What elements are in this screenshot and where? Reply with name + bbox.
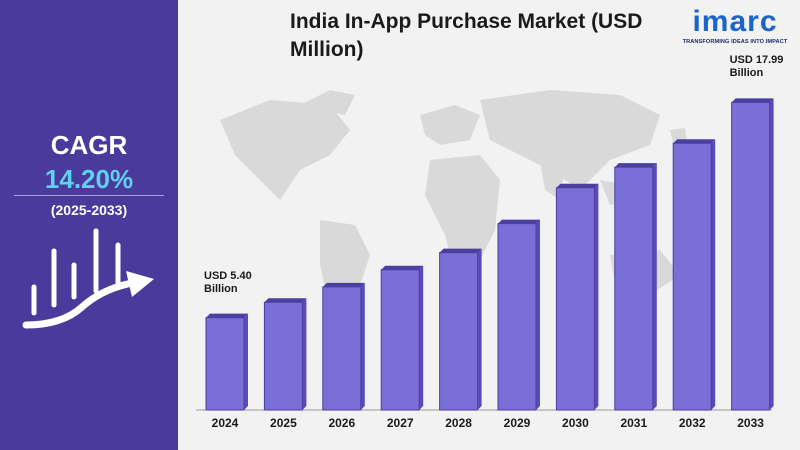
x-tick-label-2025: 2025 [270, 416, 297, 430]
bar-2032 [672, 142, 712, 411]
annotation-last-line2: Billion [729, 67, 764, 80]
bar-2024 [205, 317, 245, 411]
bar-side-2028 [477, 248, 482, 410]
bar-side-2032 [711, 139, 716, 411]
bar-2026 [322, 286, 362, 411]
bar-top-2033 [731, 98, 774, 103]
x-tick-label-2029: 2029 [504, 416, 531, 430]
bar-2028 [439, 252, 479, 411]
logo-tagline: TRANSFORMING IDEAS INTO IMPACT [682, 39, 788, 45]
x-tick-label-2030: 2030 [562, 416, 589, 430]
annotation-last-line1: USD 17.99 [729, 54, 784, 67]
bar-trend-arrow-icon [22, 228, 154, 329]
bar-2029 [497, 223, 537, 411]
bar-top-2030 [556, 183, 599, 188]
bar-side-2025 [302, 298, 307, 410]
bar-2030 [555, 187, 595, 411]
chart-title: India In-App Purchase Market (USD Millio… [290, 10, 643, 61]
bar-side-2024 [244, 313, 248, 410]
x-tick-label-2031: 2031 [620, 416, 647, 430]
bar-2031 [614, 166, 654, 411]
logo-wordmark: imarc [692, 5, 778, 38]
x-tick-label-2028: 2028 [445, 416, 472, 430]
cagr-label: CAGR [50, 130, 128, 160]
bar-side-2033 [769, 98, 774, 410]
cagr-period: (2025-2033) [50, 202, 128, 218]
bar-top-2032 [673, 139, 716, 144]
bar-top-2028 [439, 248, 482, 253]
bar-side-2027 [419, 265, 424, 410]
cagr-sidebar [0, 0, 178, 450]
bar-2033 [731, 101, 771, 411]
imarc-logo: imarc TRANSFORMING IDEAS INTO IMPACT [676, 6, 794, 46]
bar-top-2027 [381, 265, 424, 270]
sidebar-divider [14, 195, 164, 196]
x-tick-label-2026: 2026 [328, 416, 355, 430]
annotation-first: USD 5.40 Billion [204, 270, 252, 296]
annotation-first-line1: USD 5.40 [204, 269, 252, 282]
bar-2025 [263, 301, 303, 411]
bar-top-2024 [206, 313, 248, 318]
bar-side-2029 [536, 219, 540, 410]
bar-top-2025 [264, 298, 307, 303]
x-tick-label-2032: 2032 [679, 416, 706, 430]
bar-side-2031 [652, 163, 657, 410]
bar-top-2026 [322, 282, 365, 287]
bar-side-2030 [594, 183, 599, 410]
bar-top-2031 [614, 163, 657, 168]
annotation-last: USD 17.99 Billion [730, 54, 784, 80]
bar-side-2026 [360, 282, 365, 410]
annotation-first-line2: Billion [204, 282, 238, 295]
cagr-value: 14.20% [44, 164, 134, 194]
x-tick-label-2033: 2033 [737, 416, 764, 430]
x-tick-label-2024: 2024 [212, 416, 239, 430]
bar-top-2029 [498, 219, 540, 224]
x-tick-label-2027: 2027 [387, 416, 414, 430]
bar-2027 [380, 269, 420, 411]
